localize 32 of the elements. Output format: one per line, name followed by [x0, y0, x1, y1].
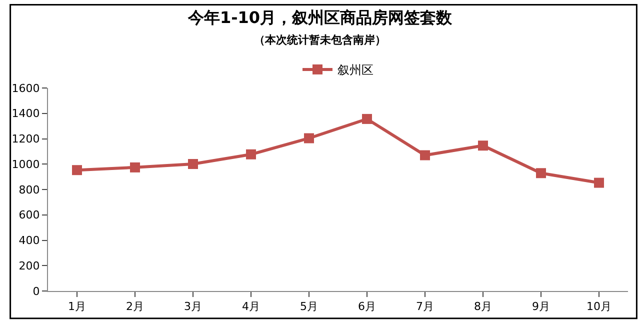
y-tick-label: 400 — [18, 234, 40, 248]
x-tick-label: 2月 — [126, 300, 144, 314]
point — [362, 114, 372, 124]
x-tick-label: 4月 — [242, 300, 260, 314]
y-tick-label: 1000 — [12, 158, 40, 171]
y-tick-label: 800 — [18, 183, 40, 196]
y-tick-label: 1400 — [12, 107, 40, 120]
point — [420, 150, 430, 160]
x-tick-label: 7月 — [416, 300, 434, 314]
chart-subtitle: （本次统计暂未包含南岸） — [254, 34, 386, 47]
x-tick-label: 10月 — [586, 300, 612, 314]
point — [188, 159, 198, 169]
x-tick-label: 3月 — [184, 300, 202, 314]
x-tick-label: 9月 — [532, 300, 550, 314]
point — [304, 133, 314, 144]
x-tick-label: 8月 — [474, 300, 492, 314]
point — [246, 149, 256, 160]
point — [72, 165, 82, 176]
chart-title: 今年1-10月，叙州区商品房网签套数 — [186, 8, 454, 27]
y-tick-label: 600 — [18, 208, 40, 222]
x-tick-label: 5月 — [300, 300, 318, 314]
y-tick-label: 1600 — [12, 82, 40, 95]
y-tick-label: 200 — [18, 259, 40, 272]
point — [130, 162, 140, 172]
x-tick-label: 6月 — [358, 300, 376, 314]
legend-label: 叙州区 — [338, 63, 374, 78]
point — [594, 178, 604, 188]
point — [536, 168, 546, 178]
point — [478, 140, 488, 151]
y-tick-label: 0 — [32, 284, 40, 298]
y-tick-label: 1200 — [12, 132, 40, 146]
x-tick-label: 1月 — [68, 300, 86, 314]
